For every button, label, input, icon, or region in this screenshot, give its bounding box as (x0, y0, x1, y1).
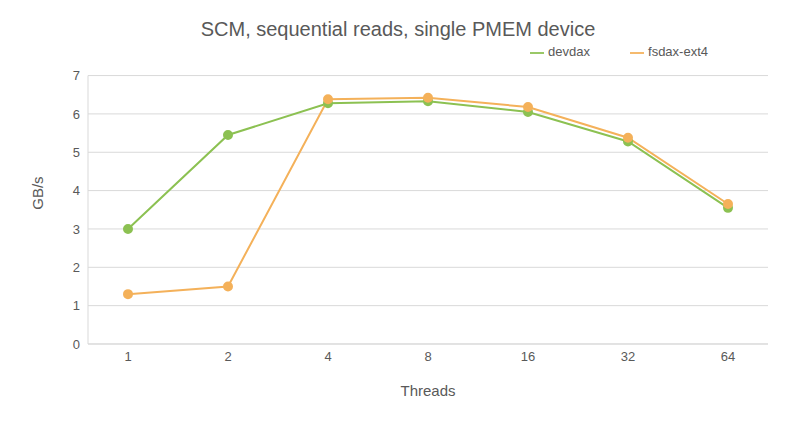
svg-text:64: 64 (721, 349, 735, 364)
svg-text:0: 0 (73, 337, 80, 352)
svg-text:2: 2 (73, 260, 80, 275)
svg-text:4: 4 (324, 349, 331, 364)
svg-text:7: 7 (73, 68, 80, 83)
svg-text:5: 5 (73, 145, 80, 160)
svg-text:16: 16 (521, 349, 535, 364)
svg-text:Threads: Threads (400, 382, 455, 399)
svg-text:32: 32 (621, 349, 635, 364)
html-text:fsdax-ext4: fsdax-ext4 (648, 44, 708, 59)
svg-text:4: 4 (73, 183, 80, 198)
svg-text:2: 2 (224, 349, 231, 364)
svg-text:6: 6 (73, 107, 80, 122)
html-text:devdax: devdax (548, 44, 590, 59)
svg-text:1: 1 (124, 349, 131, 364)
svg-text:1: 1 (73, 298, 80, 313)
svg-text:8: 8 (424, 349, 431, 364)
svg-text:3: 3 (73, 222, 80, 237)
svg-text:GB/s: GB/s (29, 176, 46, 209)
html-text:SCM, sequential reads, single: SCM, sequential reads, single PMEM devic… (200, 18, 596, 40)
